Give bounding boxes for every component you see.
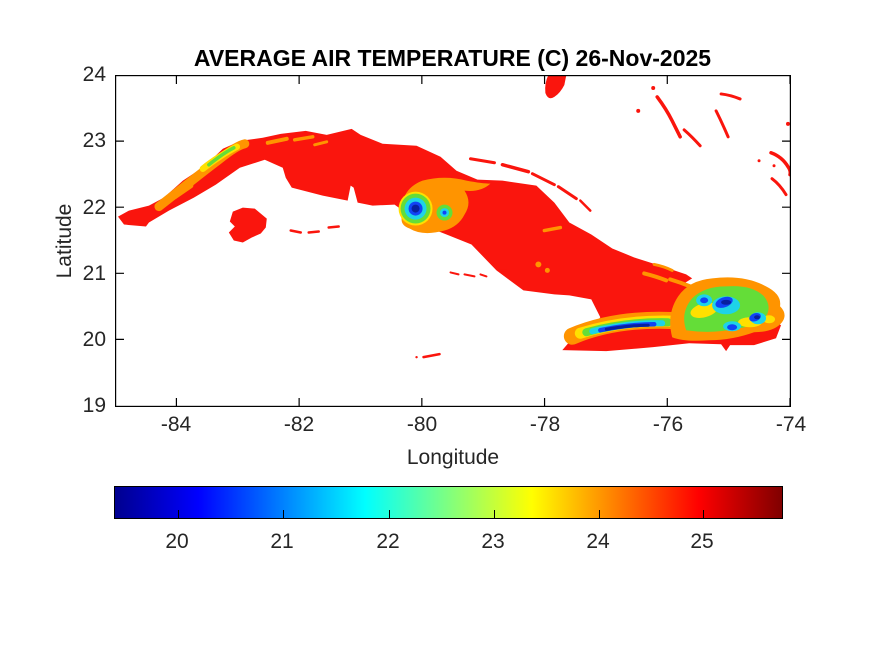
y-tick-23: 23 xyxy=(82,129,106,152)
colorbar-label-23: 23 xyxy=(481,530,505,553)
x-axis-label: Longitude xyxy=(406,446,500,469)
colorbar-tick-24 xyxy=(599,510,600,518)
x-tick-neg80: -80 xyxy=(406,413,438,436)
y-tick-19: 19 xyxy=(82,394,106,417)
chart-title: AVERAGE AIR TEMPERATURE (C) 26-Nov-2025 xyxy=(193,45,712,71)
canarreos-cays xyxy=(289,225,340,234)
isla-de-la-juventud-shape xyxy=(228,207,267,243)
colorbar-label-20: 20 xyxy=(165,530,189,553)
x-tick-neg78: -78 xyxy=(529,413,561,436)
sagua-baracoa-massif xyxy=(670,277,785,341)
havana-matanzas-hills xyxy=(265,135,329,147)
camaguey-hills xyxy=(535,225,563,273)
colorbar-label-24: 24 xyxy=(586,530,610,553)
colorbar-tick-23 xyxy=(494,510,495,518)
sierra-maestra-ridge xyxy=(563,311,693,345)
x-tick-neg76: -76 xyxy=(652,413,684,436)
guaniguanico-mountains xyxy=(154,139,250,212)
colorbar-tick-20 xyxy=(178,510,179,518)
northern-cays xyxy=(468,157,592,212)
colorbar-tick-25 xyxy=(703,510,704,518)
escambray-mountains xyxy=(398,177,491,234)
colorbar-tick-22 xyxy=(389,510,390,518)
x-tick-neg82: -82 xyxy=(283,413,315,436)
colorbar xyxy=(114,486,783,519)
y-tick-24: 24 xyxy=(82,63,106,86)
cuba-temperature-map xyxy=(115,75,791,407)
cuba-mainland-shape xyxy=(117,128,782,352)
colorbar-tick-21 xyxy=(283,510,284,518)
y-tick-21: 21 xyxy=(82,262,106,285)
jardines-de-la-reina-cays xyxy=(449,269,508,278)
colorbar-label-25: 25 xyxy=(690,530,714,553)
cayman-islands xyxy=(415,352,441,359)
y-tick-20: 20 xyxy=(82,328,106,351)
colorbar-label-22: 22 xyxy=(376,530,400,553)
y-tick-22: 22 xyxy=(82,196,106,219)
plot-area xyxy=(115,75,791,407)
axis-frame xyxy=(115,75,791,407)
x-tick-neg74: -74 xyxy=(775,413,807,436)
colorbar-label-21: 21 xyxy=(270,530,294,553)
x-tick-neg84: -84 xyxy=(160,413,192,436)
holguin-hills xyxy=(642,262,693,289)
bahamas-islands xyxy=(545,75,791,197)
